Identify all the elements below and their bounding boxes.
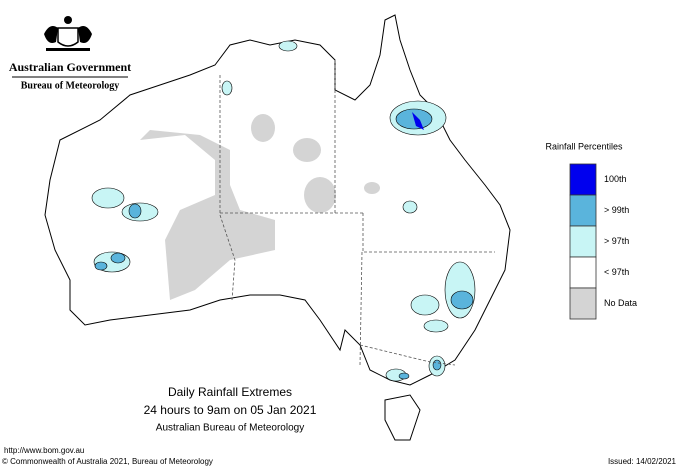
legend-label: < 97th (604, 267, 629, 277)
header-government: Australian Government (9, 60, 131, 74)
legend-label: 100th (604, 174, 627, 184)
footer-issued: Issued: 14/02/2021 (608, 457, 677, 466)
legend-label: > 99th (604, 205, 629, 215)
no-data-areas (140, 114, 380, 300)
legend-swatch (569, 287, 597, 320)
legend-swatch (569, 225, 597, 258)
legend-swatch (569, 256, 597, 289)
caption-source: Australian Bureau of Meteorology (156, 423, 304, 434)
legend: 100th > 99th > 97th < 97th No Data (569, 163, 637, 320)
header-agency: Bureau of Meteorology (21, 80, 120, 91)
footer-copyright: © Commonwealth of Australia 2021, Bureau… (2, 457, 213, 466)
legend-title: Rainfall Percentiles (545, 141, 623, 151)
legend-label: > 97th (604, 236, 629, 246)
footer-url: http://www.bom.gov.au (4, 446, 84, 455)
legend-label: No Data (604, 298, 637, 308)
coat-of-arms (44, 16, 92, 51)
caption-title: Daily Rainfall Extremes (168, 385, 292, 399)
legend-swatch (569, 163, 597, 196)
caption-subtitle: 24 hours to 9am on 05 Jan 2021 (144, 403, 317, 417)
legend-swatch (569, 194, 597, 227)
tasmania (384, 394, 421, 441)
state-borders (219, 60, 495, 366)
map (44, 14, 511, 441)
max-area (412, 112, 424, 130)
